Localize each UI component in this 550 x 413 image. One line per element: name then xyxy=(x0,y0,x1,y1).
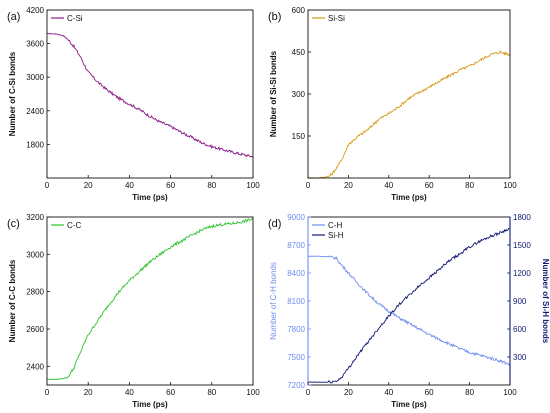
x-tick-label: 60 xyxy=(166,181,175,190)
x-tick-label: 0 xyxy=(45,388,50,397)
legend-label: C-H xyxy=(328,221,342,230)
series-line-c-h xyxy=(308,255,511,367)
y-axis-right-label: Number of Si-H bonds xyxy=(541,259,550,344)
y-axis-label: Number of C-C bonds xyxy=(8,259,17,342)
y-tick-label: 4200 xyxy=(26,6,44,15)
y-tick-label: 3200 xyxy=(26,213,44,222)
y-axis-label: Number of Si-Si bonds xyxy=(269,50,278,137)
y-tick-label: 450 xyxy=(292,48,306,57)
x-tick-label: 80 xyxy=(207,388,216,397)
y-tick-label: 8100 xyxy=(287,297,305,306)
chart-panel: 0 20 40 60 80 100 7200 7500 7800 8100 8400 8700 9000… xyxy=(268,213,550,409)
panel-label: (c) xyxy=(7,218,20,230)
panel-label: (a) xyxy=(7,11,20,23)
x-tick-label: 100 xyxy=(246,388,260,397)
x-tick-label: 20 xyxy=(84,388,93,397)
x-tick-label: 20 xyxy=(84,181,93,190)
x-tick-label: 20 xyxy=(344,181,353,190)
y-tick-label: 2400 xyxy=(26,362,44,371)
panel-label: (d) xyxy=(268,218,281,230)
legend-label: C-Si xyxy=(67,14,83,23)
y-tick-label: 1800 xyxy=(26,140,44,149)
y-right-tick-label: 1200 xyxy=(513,269,531,278)
x-tick-label: 100 xyxy=(503,181,517,190)
panel-label: (b) xyxy=(268,11,281,23)
chart-panel: 0 20 40 60 80 100 150 300 450 600 Time (ps) Number … xyxy=(268,6,517,202)
y-tick-label: 600 xyxy=(292,6,306,15)
y-tick-label: 7800 xyxy=(287,325,305,334)
x-axis-label: Time (ps) xyxy=(391,400,427,409)
x-tick-label: 40 xyxy=(384,181,393,190)
y-axis-label: Number of C-H bonds xyxy=(269,262,278,340)
plot-frame xyxy=(46,216,254,386)
x-tick-label: 20 xyxy=(344,388,353,397)
x-tick-label: 60 xyxy=(166,388,175,397)
x-axis-label: Time (ps) xyxy=(132,400,168,409)
x-tick-label: 80 xyxy=(465,388,474,397)
y-tick-label: 3600 xyxy=(26,40,44,49)
x-tick-label: 100 xyxy=(246,181,260,190)
x-tick-label: 0 xyxy=(306,181,311,190)
y-tick-label: 7200 xyxy=(287,381,305,390)
y-tick-label: 150 xyxy=(292,132,306,141)
legend-label: Si-H xyxy=(328,231,344,240)
x-axis-label: Time (ps) xyxy=(132,193,168,202)
y-right-tick-label: 1500 xyxy=(513,241,531,250)
x-tick-label: 40 xyxy=(125,181,134,190)
x-tick-label: 0 xyxy=(45,181,50,190)
y-right-tick-label: 300 xyxy=(513,353,527,362)
plot-frame xyxy=(46,9,254,179)
y-tick-label: 9000 xyxy=(287,213,305,222)
x-axis-label: Time (ps) xyxy=(391,193,427,202)
x-tick-label: 100 xyxy=(503,388,517,397)
y-tick-label: 8400 xyxy=(287,269,305,278)
legend-label: Si-Si xyxy=(328,14,345,23)
series-line-si-si xyxy=(307,50,511,179)
x-tick-label: 60 xyxy=(425,181,434,190)
y-tick-label: 3000 xyxy=(26,73,44,82)
series-line-si-h xyxy=(307,227,510,384)
legend-label: C-C xyxy=(67,221,81,230)
y-tick-label: 3000 xyxy=(26,250,44,259)
chart-panel: 0 20 40 60 80 100 1800 2400 3000 3600 4200 Time (ps… xyxy=(7,6,260,202)
y-tick-label: 2800 xyxy=(26,288,44,297)
y-right-tick-label: 1800 xyxy=(513,213,531,222)
x-tick-label: 40 xyxy=(384,388,393,397)
y-tick-label: 2600 xyxy=(26,325,44,334)
plot-frame xyxy=(307,9,511,179)
y-right-tick-label: 900 xyxy=(513,297,527,306)
x-tick-label: 60 xyxy=(425,388,434,397)
x-tick-label: 80 xyxy=(207,181,216,190)
y-tick-label: 7500 xyxy=(287,353,305,362)
y-right-tick-label: 600 xyxy=(513,325,527,334)
x-tick-label: 80 xyxy=(465,181,474,190)
x-tick-label: 0 xyxy=(306,388,311,397)
y-axis-label: Number of C-Si bonds xyxy=(8,51,17,136)
chart-panel: 0 20 40 60 80 100 2400 2600 2800 3000 3200 Time (ps… xyxy=(7,213,260,409)
series-line-c-c xyxy=(46,218,254,381)
x-tick-label: 40 xyxy=(125,388,134,397)
y-tick-label: 300 xyxy=(292,90,306,99)
series-line-c-si xyxy=(47,32,254,159)
y-tick-label: 2400 xyxy=(26,107,44,116)
y-tick-label: 8700 xyxy=(287,241,305,250)
